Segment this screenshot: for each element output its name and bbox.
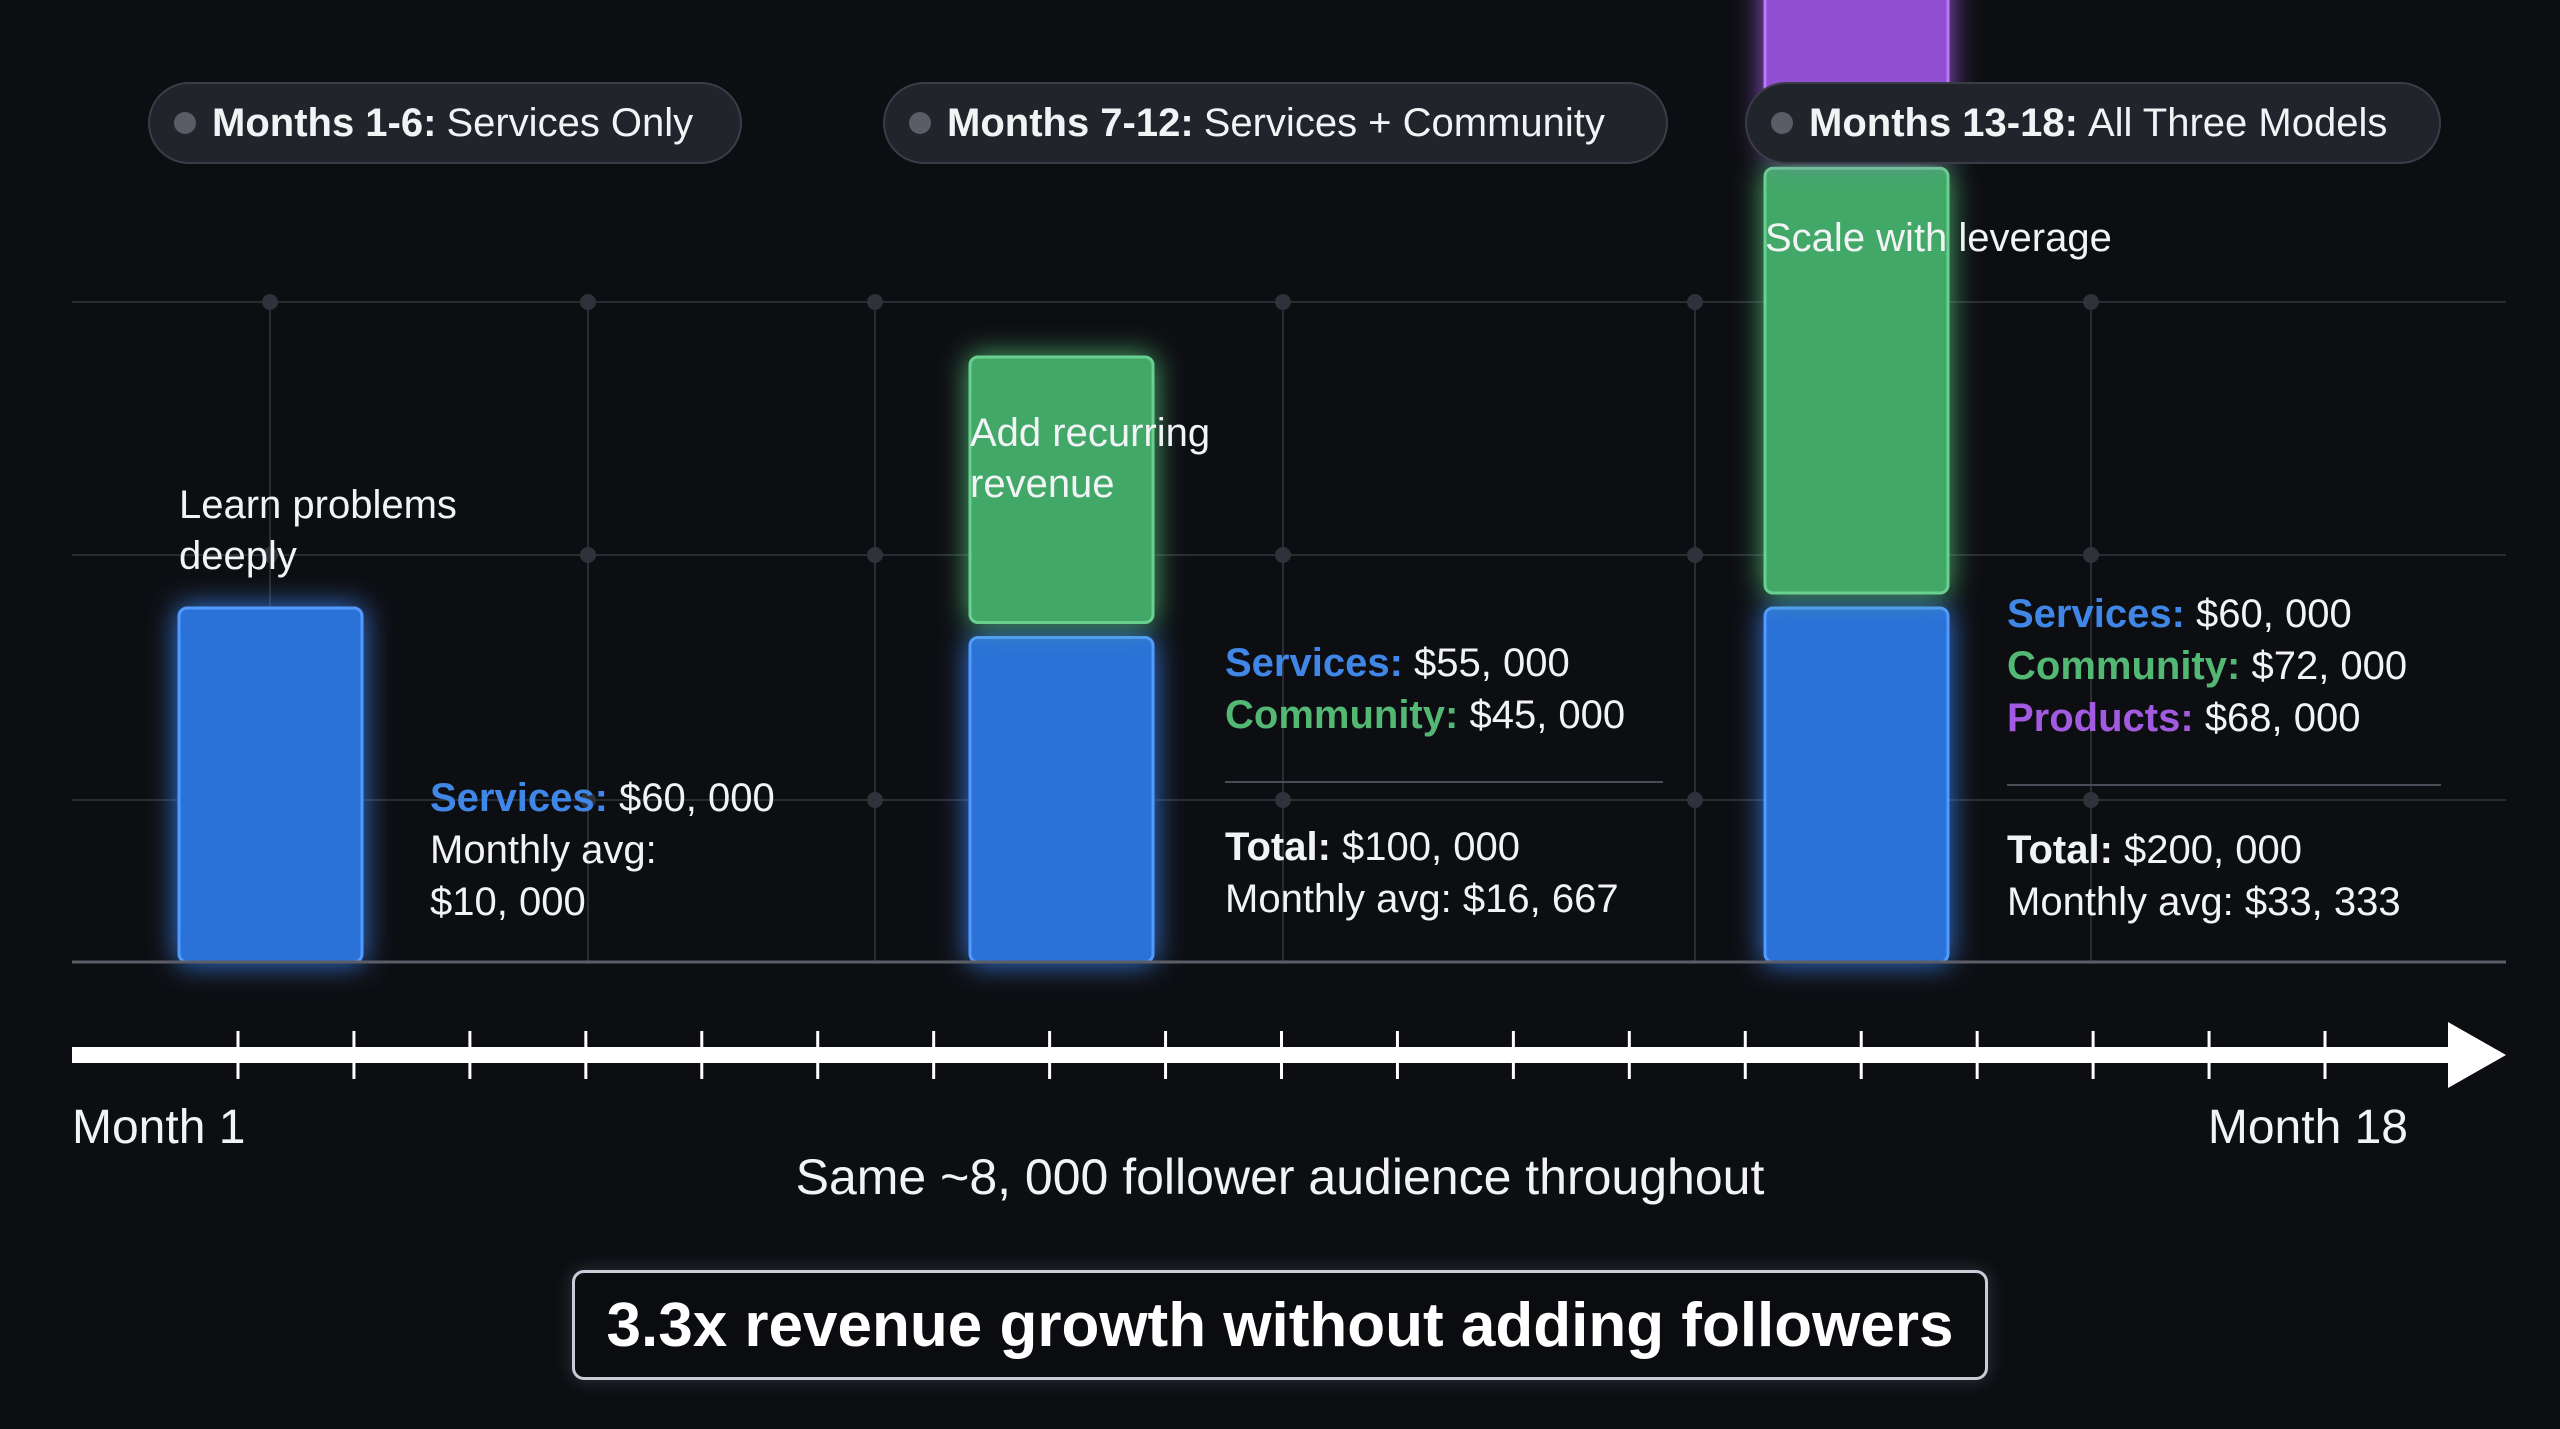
phase-pill-1: Months 1-6: Services Only: [148, 82, 742, 164]
phase-1-annotation: Learn problems deeply: [179, 483, 457, 578]
phase-label: All Three Models: [2087, 100, 2388, 145]
services-key: Services:: [1225, 641, 1403, 685]
grid-node: [867, 547, 883, 563]
grid-node: [1275, 792, 1291, 808]
community-value: $72, 000: [2251, 644, 2408, 688]
services-key: Services:: [430, 776, 608, 820]
grid-node: [1687, 294, 1703, 310]
grid-node: [2083, 547, 2099, 563]
total-key: Total:: [1225, 825, 1331, 869]
phase-label: Services + Community: [1203, 100, 1605, 145]
grid-node: [1687, 792, 1703, 808]
grid-node: [580, 294, 596, 310]
phase-range: Months 7-12:: [947, 100, 1194, 145]
timeline-arrow-shaft: [72, 1047, 2452, 1063]
summary-callout: 3.3x revenue growth without adding follo…: [572, 1270, 1988, 1380]
community-value: $45, 000: [1469, 693, 1626, 737]
bar-segment-services: [968, 636, 1155, 964]
bar-segment-services: [1763, 606, 1950, 964]
timeline-start-label: Month 1: [72, 1101, 246, 1154]
phase-3-totals: Total: $200, 000 Monthly avg: $33, 333: [2007, 824, 2401, 928]
grid-node: [262, 547, 278, 563]
services-value: $60, 000: [2196, 592, 2352, 636]
grid-node: [1275, 547, 1291, 563]
phase-3-stats: Services: $60, 000 Community: $72, 000 P…: [2007, 588, 2407, 744]
total-key: Total:: [2007, 828, 2113, 872]
phase-2-annotation: Add recurring revenue: [970, 411, 1211, 506]
grid-node: [2083, 294, 2099, 310]
monthly-avg: Monthly avg: $16, 667: [1225, 877, 1619, 921]
grid-node: [867, 294, 883, 310]
phase-3-divider: [2007, 784, 2441, 786]
services-value: $60, 000: [619, 776, 775, 820]
phase-3-annotation: Scale with leverage: [1765, 216, 2112, 260]
community-key: Community:: [2007, 644, 2241, 688]
phase-2-totals: Total: $100, 000 Monthly avg: $16, 667: [1225, 821, 1619, 925]
phase-2-stats: Services: $55, 000 Community: $45, 000: [1225, 637, 1625, 741]
total-value: $200, 000: [2124, 828, 2302, 872]
bar-segment-services: [177, 606, 364, 964]
phase-pill-3: Months 13-18: All Three Models: [1745, 82, 2441, 164]
grid-node: [580, 547, 596, 563]
bar-segment-community: [1763, 166, 1950, 595]
grid-node: [1275, 294, 1291, 310]
products-key: Products:: [2007, 696, 2194, 740]
bar-segment-community: [968, 355, 1155, 624]
phase-1-stats: Services: $60, 000 Monthly avg: $10, 000: [430, 772, 775, 928]
phase-range: Months 1-6:: [212, 100, 437, 145]
phase-pill-2: Months 7-12: Services + Community: [883, 82, 1668, 164]
grid-node: [1687, 547, 1703, 563]
summary-callout-text: 3.3x revenue growth without adding follo…: [606, 1290, 1954, 1360]
monthly-avg: Monthly avg: $33, 333: [2007, 880, 2401, 924]
phase-label: Services Only: [446, 100, 694, 145]
phase-range: Months 13-18:: [1809, 100, 2078, 145]
services-key: Services:: [2007, 592, 2185, 636]
timeline-end-label: Month 18: [2207, 1101, 2408, 1154]
monthly-avg-label: Monthly avg:: [430, 828, 657, 872]
timeline-arrowhead-icon: [2448, 1022, 2506, 1088]
grid-node: [2083, 792, 2099, 808]
services-value: $55, 000: [1414, 641, 1570, 685]
pill-dot-icon: [1771, 112, 1793, 134]
community-key: Community:: [1225, 693, 1459, 737]
timeline-caption: Same ~8, 000 follower audience throughou…: [795, 1149, 1765, 1205]
products-value: $68, 000: [2204, 696, 2361, 740]
phase-2-divider: [1225, 781, 1663, 783]
grid-node: [262, 294, 278, 310]
pill-dot-icon: [174, 112, 196, 134]
grid-node: [867, 792, 883, 808]
grid-node: [580, 792, 596, 808]
pill-dot-icon: [909, 112, 931, 134]
total-value: $100, 000: [1342, 825, 1520, 869]
monthly-avg-value: $10, 000: [430, 880, 586, 924]
